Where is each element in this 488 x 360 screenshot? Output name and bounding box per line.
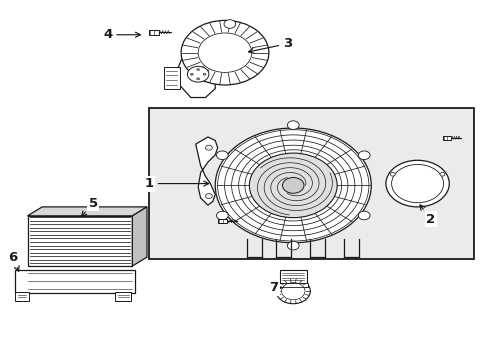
Circle shape <box>224 20 235 28</box>
Bar <box>15 292 29 301</box>
Circle shape <box>385 160 448 207</box>
Circle shape <box>276 279 310 304</box>
Circle shape <box>249 153 336 218</box>
Text: 5: 5 <box>81 197 98 216</box>
Circle shape <box>439 172 444 176</box>
Circle shape <box>187 66 208 82</box>
Circle shape <box>205 194 212 199</box>
Bar <box>163 67 179 89</box>
Circle shape <box>215 128 370 243</box>
Circle shape <box>198 33 251 72</box>
Polygon shape <box>195 137 217 205</box>
Polygon shape <box>176 51 215 98</box>
Text: 4: 4 <box>103 28 140 41</box>
Circle shape <box>196 68 199 71</box>
Bar <box>27 216 132 266</box>
Text: 7: 7 <box>268 281 282 294</box>
Circle shape <box>287 121 299 130</box>
Text: 6: 6 <box>8 251 19 271</box>
Circle shape <box>282 177 304 193</box>
Circle shape <box>205 145 212 150</box>
Bar <box>15 270 135 293</box>
Circle shape <box>190 73 193 75</box>
Bar <box>149 30 159 35</box>
Bar <box>443 136 450 140</box>
Polygon shape <box>27 207 147 216</box>
Bar <box>278 283 307 287</box>
Circle shape <box>216 211 228 220</box>
Text: 2: 2 <box>419 205 434 226</box>
Bar <box>279 270 306 285</box>
Bar <box>149 108 473 259</box>
Circle shape <box>196 78 199 80</box>
Text: 1: 1 <box>144 177 208 190</box>
Text: 3: 3 <box>248 37 291 53</box>
Circle shape <box>358 151 369 159</box>
Polygon shape <box>132 207 147 266</box>
Circle shape <box>181 21 268 85</box>
Circle shape <box>358 211 369 220</box>
Circle shape <box>287 241 299 250</box>
Circle shape <box>203 73 205 75</box>
Bar <box>115 292 131 301</box>
Circle shape <box>389 172 394 176</box>
Bar <box>218 219 226 223</box>
Circle shape <box>216 151 228 159</box>
